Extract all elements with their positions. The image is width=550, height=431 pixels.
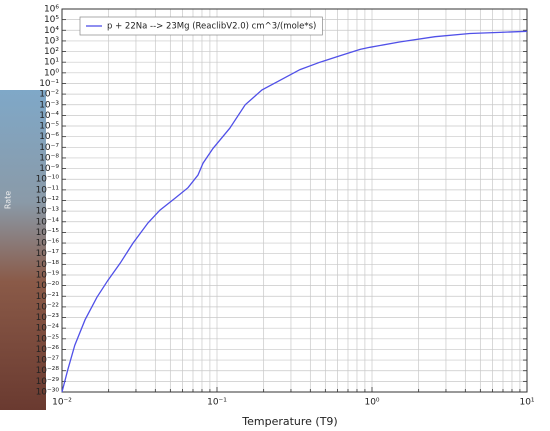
y-tick-label: 10³ [44,36,59,46]
y-tick-label: 10⁻²⁴ [36,324,60,334]
background-image [0,90,46,410]
y-tick-label: 10⁻¹⁹ [36,270,60,280]
series-line [61,30,528,393]
y-tick-label: 10⁻⁹ [39,164,59,174]
y-tick-label: 10⁻¹⁰ [36,175,60,185]
y-tick-label: 10⁻²³ [36,313,60,323]
y-tick-label: 10⁻³ [39,100,59,110]
y-tick-label: 10⁻⁸ [39,153,59,163]
y-tick-label: 10⁻²⁰ [36,281,60,291]
y-tick-label: 10⁻³⁰ [36,388,60,398]
y-tick-label: 10⁻²⁶ [36,345,60,355]
x-axis-label: Temperature (T9) [241,415,337,428]
legend-box [79,16,323,36]
y-tick-label: 10⁻²⁷ [36,356,60,366]
y-tick-label: 10⁻⁵ [39,122,59,132]
x-tick-label: 10¹ [519,398,534,408]
y-tick-label: 10⁻¹ [39,79,59,89]
y-tick-label: 10² [44,47,59,57]
y-tick-label: 10⁻⁴ [39,111,59,121]
y-tick-label: 10⁻²² [36,302,60,312]
x-tick-label: 10⁰ [364,398,379,408]
y-tick-label: 10⁻² [39,90,59,100]
y-tick-label: 10⁻¹¹ [36,185,60,195]
y-tick-label: 10⁻¹⁸ [36,260,60,270]
y-tick-label: 10⁴ [44,26,59,36]
y-tick-label: 10⁻¹⁷ [36,249,60,259]
y-tick-label: 10⁻⁶ [39,132,59,142]
y-tick-label: 10⁻¹⁴ [36,217,60,227]
y-tick-label: 10⁻¹² [36,196,60,206]
x-tick-label: 10⁻² [52,398,72,408]
y-tick-label: 10⁻²⁸ [36,366,60,376]
y-tick-label: 10⁻²⁵ [36,334,60,344]
y-tick-label: 10⁻²¹ [36,292,60,302]
y-axis-label: Rate [4,191,13,209]
y-tick-label: 10⁻¹⁶ [36,239,60,249]
legend-label: p + 22Na --> 23Mg (ReaclibV2.0) cm^3/(mo… [107,22,316,32]
y-tick-label: 10⁻⁷ [39,143,59,153]
y-tick-label: 10⁻²⁹ [36,377,60,387]
y-tick-label: 10⁵ [44,15,59,25]
y-tick-label: 10⁰ [44,68,59,78]
legend: p + 22Na --> 23Mg (ReaclibV2.0) cm^3/(mo… [79,16,323,36]
y-tick-label: 10⁻¹⁵ [36,228,60,238]
y-tick-label: 10¹ [44,58,59,68]
x-tick-label: 10⁻¹ [207,398,227,408]
y-tick-label: 10⁻¹³ [36,207,60,217]
y-tick-label: 10⁶ [44,5,59,15]
